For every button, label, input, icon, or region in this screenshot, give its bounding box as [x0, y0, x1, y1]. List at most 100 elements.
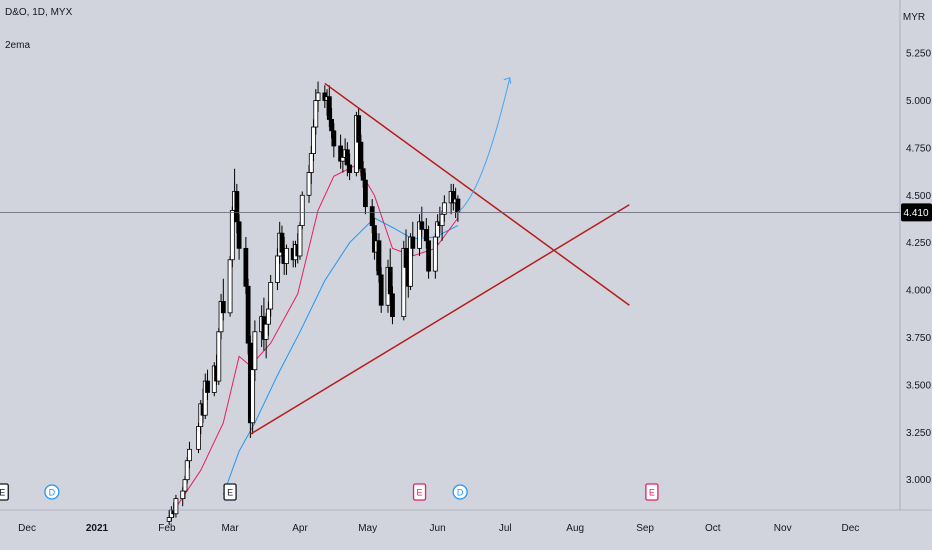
candle-body	[344, 149, 350, 166]
candle-body	[220, 301, 226, 314]
candle-body	[187, 448, 192, 462]
candle-body	[387, 266, 393, 295]
x-tick-label: Aug	[566, 523, 584, 534]
y-tick-label: 3.500	[906, 380, 931, 391]
earnings-badge	[223, 483, 237, 501]
candle-body	[234, 191, 240, 223]
candle	[410, 221, 416, 256]
event-marker-e[interactable]: E	[0, 483, 9, 501]
candle	[419, 206, 425, 237]
candle-body	[360, 168, 366, 181]
candle	[252, 320, 258, 382]
candle	[363, 172, 368, 215]
candle-body	[297, 225, 303, 257]
y-tick-label: 4.000	[906, 286, 931, 297]
last-price-label: 4.410	[903, 208, 928, 219]
candle-body	[205, 380, 210, 393]
candle-body	[347, 164, 353, 173]
candle-body	[441, 202, 447, 215]
candle-body	[180, 490, 186, 500]
candle	[205, 369, 210, 401]
event-marker-d[interactable]: D	[452, 484, 468, 500]
candle	[315, 81, 321, 112]
earnings-badge	[0, 483, 9, 501]
candle-body	[275, 255, 280, 283]
candle	[299, 191, 305, 230]
candle	[236, 214, 242, 260]
dividend-badge	[452, 484, 468, 500]
y-tick-label: 3.750	[906, 333, 931, 344]
candle-body	[266, 308, 271, 325]
candle	[390, 286, 395, 325]
candle-body	[268, 282, 274, 310]
candle-body	[358, 141, 364, 170]
candle-body	[432, 236, 438, 272]
candle-body	[315, 92, 321, 101]
symbol-title[interactable]: D&O, 1D, MYX	[5, 7, 73, 18]
candle-body	[378, 274, 384, 306]
candle-body	[419, 221, 425, 230]
candle-body	[426, 240, 431, 272]
candle-body	[243, 247, 249, 287]
candle-body	[403, 247, 409, 268]
y-tick-label: 5.250	[906, 49, 931, 60]
candle-body	[313, 100, 319, 128]
dividend-badge	[44, 484, 60, 500]
candle	[216, 327, 222, 385]
event-label: E	[0, 488, 5, 498]
earnings-badge	[645, 483, 659, 501]
candle	[196, 422, 201, 454]
x-tick-label: Oct	[705, 523, 721, 534]
candle-body	[356, 115, 362, 143]
candle	[297, 221, 303, 260]
x-tick-label: Dec	[841, 523, 859, 534]
candle-body	[390, 293, 395, 318]
event-label: D	[49, 488, 56, 498]
candle	[378, 267, 384, 313]
x-tick-label: 2021	[86, 523, 109, 534]
indicator-label[interactable]: 2ema	[5, 40, 31, 51]
candle-body	[326, 96, 332, 120]
candle-body	[196, 426, 201, 450]
candle-body	[340, 156, 346, 162]
candle-body	[299, 194, 305, 227]
x-tick-label: Dec	[18, 523, 36, 534]
candle	[331, 123, 337, 158]
candles	[166, 81, 461, 526]
event-marker-e[interactable]: E	[412, 483, 427, 501]
event-marker-d[interactable]: D	[44, 484, 60, 500]
x-tick-label: Jul	[499, 523, 512, 534]
projection-arrowhead	[503, 77, 512, 84]
price-axis[interactable]: MYR 3.000 3.250 3.500 3.750 4.000 4.250 4.500 4.…	[899, 0, 931, 510]
candle-body	[229, 210, 235, 261]
event-marker-e[interactable]: E	[645, 483, 659, 501]
lower-trendline	[249, 204, 630, 435]
y-tick-label: 4.250	[906, 238, 931, 249]
candle-body	[363, 179, 368, 208]
candle-body	[439, 213, 445, 227]
candle	[229, 206, 235, 268]
x-tick-label: Sep	[636, 523, 654, 534]
candle-body	[245, 285, 251, 344]
candle-body	[250, 369, 256, 424]
candle-body	[263, 323, 269, 340]
x-tick-label: Apr	[292, 523, 308, 534]
event-label: E	[649, 488, 655, 498]
candle-body	[311, 126, 316, 154]
upper-trendline	[324, 82, 630, 306]
y-tick-label: 5.000	[906, 96, 931, 107]
candle-body	[331, 130, 337, 147]
candle-body	[227, 259, 233, 314]
drawings[interactable]	[249, 77, 630, 435]
candle-body	[308, 153, 314, 173]
x-tick-label: Mar	[221, 523, 239, 534]
candle-body	[369, 206, 375, 227]
event-marker-e[interactable]: E	[223, 483, 237, 501]
time-axis[interactable]: Dec 2021 Feb Mar Apr May Jun Jul Aug Sep Oct Nov Dec	[0, 509, 932, 534]
x-tick-label: Nov	[774, 523, 792, 534]
candle	[227, 255, 233, 317]
candle-body	[306, 172, 312, 196]
